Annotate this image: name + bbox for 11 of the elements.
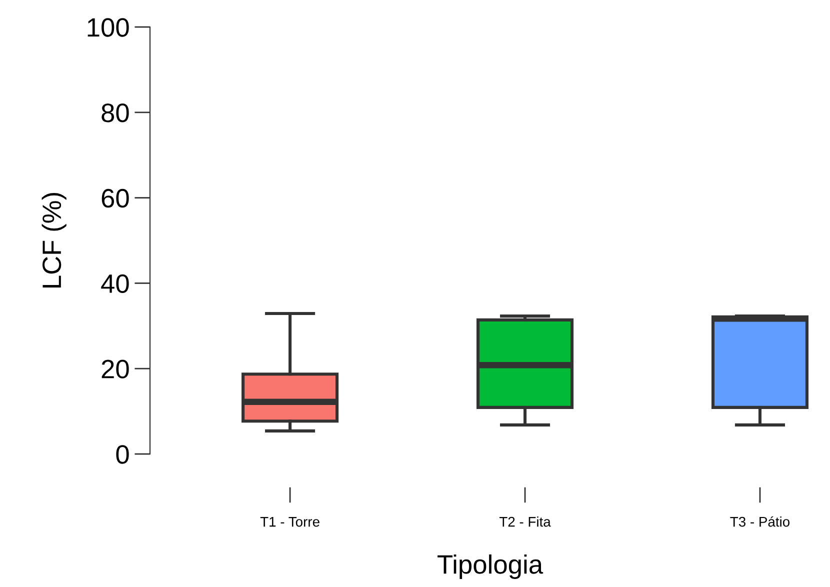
- x-axis-title: Tipologia: [438, 554, 544, 580]
- x-tick-label: T1 - Torre: [260, 517, 320, 527]
- x-tick-label: T2 - Fita: [499, 516, 551, 527]
- y-tick-label: 0: [116, 445, 129, 464]
- x-tick-label: T3 - Pátio: [730, 516, 790, 527]
- y-tick-label: 80: [102, 104, 129, 122]
- y-tick-label: 40: [101, 274, 129, 294]
- y-axis-title: LCF (%): [42, 193, 66, 288]
- y-tick-label: 100: [88, 18, 129, 37]
- y-tick-label: 20: [102, 360, 129, 378]
- y-tick-label: 60: [102, 188, 129, 208]
